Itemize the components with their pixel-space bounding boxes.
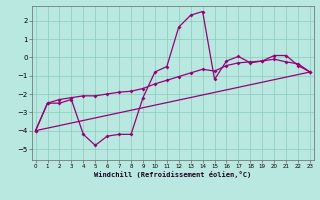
X-axis label: Windchill (Refroidissement éolien,°C): Windchill (Refroidissement éolien,°C) bbox=[94, 171, 252, 178]
